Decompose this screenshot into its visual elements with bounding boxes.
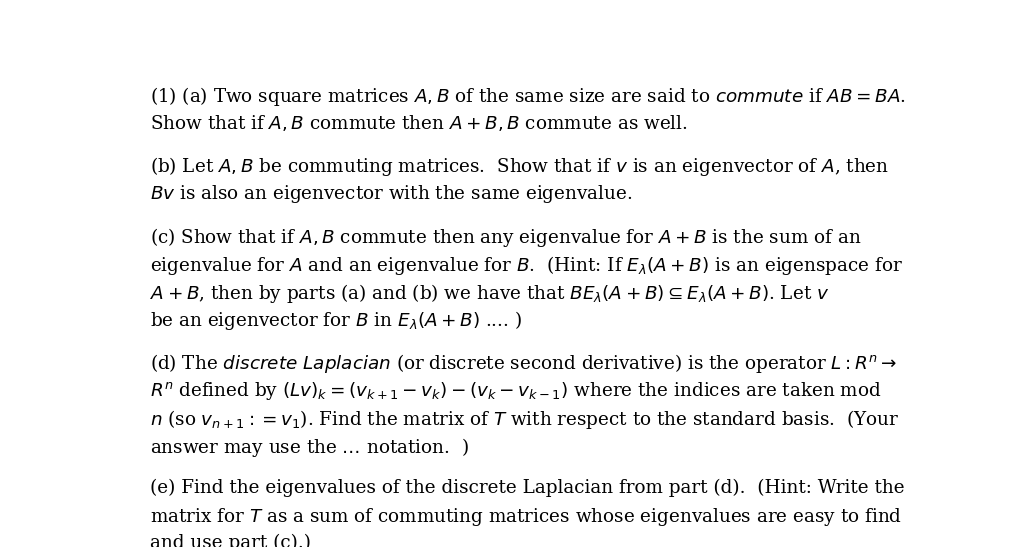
Text: $R^n$ defined by $(Lv)_k = (v_{k+1} - v_k) - (v_k - v_{k-1})$ where the indices : $R^n$ defined by $(Lv)_k = (v_{k+1} - v_… <box>151 380 882 402</box>
Text: eigenvalue for $A$ and an eigenvalue for $B$.  (Hint: If $E_\lambda(A+B)$ is an : eigenvalue for $A$ and an eigenvalue for… <box>151 254 903 277</box>
Text: (e) Find the eigenvalues of the discrete Laplacian from part (d).  (Hint: Write : (e) Find the eigenvalues of the discrete… <box>151 479 905 497</box>
Text: and use part (c).): and use part (c).) <box>151 534 311 547</box>
Text: matrix for $T$ as a sum of commuting matrices whose eigenvalues are easy to find: matrix for $T$ as a sum of commuting mat… <box>151 507 902 528</box>
Text: $Bv$ is also an eigenvector with the same eigenvalue.: $Bv$ is also an eigenvector with the sam… <box>151 183 633 205</box>
Text: $A+B$, then by parts (a) and (b) we have that $BE_\lambda(A+B) \subseteq E_\lamb: $A+B$, then by parts (a) and (b) we have… <box>151 282 829 305</box>
Text: be an eigenvector for $B$ in $E_\lambda(A+B)$ .... ): be an eigenvector for $B$ in $E_\lambda(… <box>151 310 522 333</box>
Text: (b) Let $A, B$ be commuting matrices.  Show that if $v$ is an eigenvector of $A$: (b) Let $A, B$ be commuting matrices. Sh… <box>151 155 890 178</box>
Text: answer may use the $\ldots$ notation.  ): answer may use the $\ldots$ notation. ) <box>151 435 469 459</box>
Text: (c) Show that if $A, B$ commute then any eigenvalue for $A+B$ is the sum of an: (c) Show that if $A, B$ commute then any… <box>151 226 861 249</box>
Text: (d) The $\mathit{discrete\ Laplacian}$ (or discrete second derivative) is the op: (d) The $\mathit{discrete\ Laplacian}$ (… <box>151 352 897 375</box>
Text: Show that if $A, B$ commute then $A+B, B$ commute as well.: Show that if $A, B$ commute then $A+B, B… <box>151 113 688 133</box>
Text: $n$ (so $v_{n+1} := v_1$). Find the matrix of $T$ with respect to the standard b: $n$ (so $v_{n+1} := v_1$). Find the matr… <box>151 408 899 431</box>
Text: (1) (a) Two square matrices $A, B$ of the same size are said to $\mathit{commute: (1) (a) Two square matrices $A, B$ of th… <box>151 85 906 108</box>
